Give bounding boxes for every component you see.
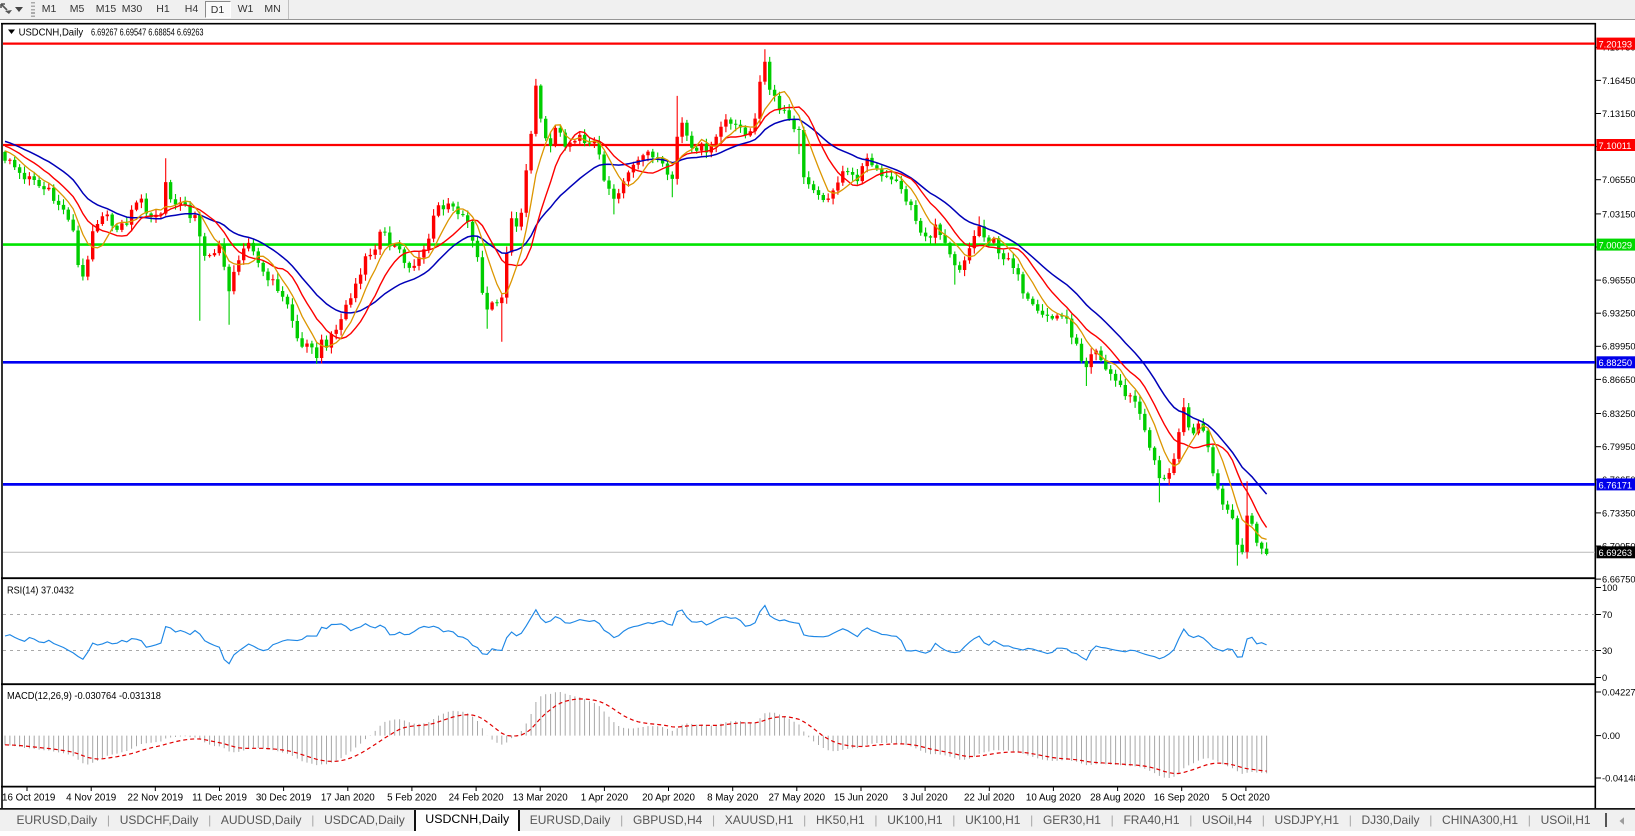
svg-text:22 Nov 2019: 22 Nov 2019 — [128, 793, 184, 804]
svg-text:0.00: 0.00 — [1602, 731, 1620, 741]
svg-text:15 Jun 2020: 15 Jun 2020 — [834, 793, 888, 804]
svg-text:6.86650: 6.86650 — [1602, 375, 1635, 385]
svg-text:30: 30 — [1602, 646, 1612, 656]
svg-text:16 Oct 2019: 16 Oct 2019 — [2, 793, 55, 804]
svg-text:6.89950: 6.89950 — [1602, 342, 1635, 352]
svg-text:7.10011: 7.10011 — [1599, 141, 1632, 151]
svg-text:3 Jul 2020: 3 Jul 2020 — [902, 793, 948, 804]
svg-text:7.16450: 7.16450 — [1602, 76, 1635, 86]
svg-text:5 Oct 2020: 5 Oct 2020 — [1222, 793, 1270, 804]
svg-text:-0.04148: -0.04148 — [1602, 773, 1635, 783]
svg-text:70: 70 — [1602, 610, 1612, 620]
svg-text:6.83250: 6.83250 — [1602, 409, 1635, 419]
svg-text:13 Mar 2020: 13 Mar 2020 — [513, 793, 569, 804]
svg-text:7.03150: 7.03150 — [1602, 209, 1635, 219]
svg-text:16 Sep 2020: 16 Sep 2020 — [1154, 793, 1210, 804]
svg-text:6.73350: 6.73350 — [1602, 508, 1635, 518]
svg-text:1 Apr 2020: 1 Apr 2020 — [581, 793, 629, 804]
svg-text:6.93250: 6.93250 — [1602, 309, 1635, 319]
svg-text:RSI(14) 37.0432: RSI(14) 37.0432 — [7, 586, 74, 597]
svg-text:28 Aug 2020: 28 Aug 2020 — [1090, 793, 1146, 804]
svg-text:MACD(12,26,9) -0.030764 -0.031: MACD(12,26,9) -0.030764 -0.031318 — [7, 691, 161, 702]
svg-text:100: 100 — [1602, 583, 1618, 593]
svg-text:30 Dec 2019: 30 Dec 2019 — [256, 793, 312, 804]
svg-text:7.20193: 7.20193 — [1599, 40, 1633, 50]
svg-text:10 Aug 2020: 10 Aug 2020 — [1026, 793, 1082, 804]
svg-text:0.042275: 0.042275 — [1602, 687, 1635, 697]
svg-text:8 May 2020: 8 May 2020 — [707, 793, 759, 804]
svg-text:USDCNH,Daily: USDCNH,Daily — [19, 27, 84, 38]
svg-text:20 Apr 2020: 20 Apr 2020 — [642, 793, 695, 804]
svg-text:7.13150: 7.13150 — [1602, 109, 1635, 119]
svg-text:6.88250: 6.88250 — [1599, 358, 1633, 368]
svg-text:22 Jul 2020: 22 Jul 2020 — [964, 793, 1015, 804]
svg-text:27 May 2020: 27 May 2020 — [768, 793, 825, 804]
svg-text:5 Feb 2020: 5 Feb 2020 — [387, 793, 437, 804]
svg-text:7.00029: 7.00029 — [1599, 241, 1633, 251]
svg-text:6.76171: 6.76171 — [1599, 480, 1633, 490]
svg-text:11 Dec 2019: 11 Dec 2019 — [192, 793, 247, 804]
svg-text:6.79950: 6.79950 — [1602, 442, 1635, 452]
svg-text:4 Nov 2019: 4 Nov 2019 — [66, 793, 116, 804]
svg-text:6.69267 6.69547 6.68854 6.6926: 6.69267 6.69547 6.68854 6.69263 — [91, 27, 204, 38]
svg-text:24 Feb 2020: 24 Feb 2020 — [449, 793, 505, 804]
svg-text:7.06550: 7.06550 — [1602, 175, 1635, 185]
svg-text:17 Jan 2020: 17 Jan 2020 — [321, 793, 375, 804]
svg-text:0: 0 — [1602, 673, 1607, 683]
svg-text:6.96550: 6.96550 — [1602, 276, 1635, 286]
svg-text:6.69263: 6.69263 — [1599, 548, 1633, 558]
